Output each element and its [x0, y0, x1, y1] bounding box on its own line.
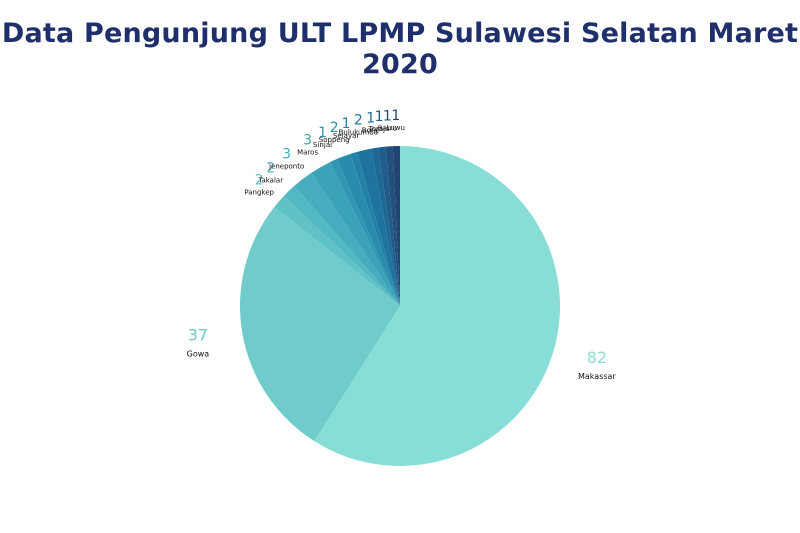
- data-label-name-pangkep: Pangkep: [244, 188, 274, 196]
- data-label-name-gowa: Gowa: [187, 350, 210, 359]
- pie-slice-gowa: [239, 207, 400, 442]
- pie-slice-jeneponto: [294, 172, 400, 306]
- data-label-value-gowa: 37: [188, 326, 208, 345]
- data-label-name-maros: Maros: [297, 149, 318, 157]
- pie-slice-soppeng: [336, 153, 400, 306]
- data-label-value-luwu: 1: [391, 108, 400, 124]
- data-label-name-bone: Bone: [362, 126, 380, 134]
- pie-slice-selayar: [350, 151, 400, 306]
- data-label-name-toraja: Toraja: [368, 125, 390, 133]
- data-label-value-toraja: 1: [375, 109, 384, 125]
- data-label-name-barru: Barru: [378, 124, 397, 132]
- pie-slices: [239, 146, 560, 466]
- pie-slice-luwu: [392, 146, 400, 306]
- pie-slice-pangkep: [274, 196, 400, 306]
- data-label-value-takalar: 2: [266, 160, 275, 176]
- data-label-value-barru: 1: [383, 108, 392, 124]
- data-label-name-luwu: Luwu: [387, 124, 405, 132]
- data-label-value-jeneponto: 3: [282, 147, 291, 163]
- pie-slice-makassar: [314, 146, 560, 466]
- data-label-value-maros: 3: [303, 133, 312, 149]
- pie-slice-bulukumba: [357, 148, 400, 306]
- data-label-value-bulukumba: 2: [354, 113, 363, 129]
- data-label-name-soppeng: Soppeng: [319, 136, 350, 144]
- pie-slice-bone: [371, 147, 400, 306]
- data-label-value-sinjai: 1: [318, 125, 327, 141]
- pie-slice-barru: [385, 146, 400, 306]
- data-label-value-soppeng: 2: [330, 120, 339, 136]
- data-label-name-takalar: Takalar: [257, 176, 283, 184]
- data-label-value-selayar: 1: [342, 116, 351, 132]
- pie-slice-takalar: [283, 186, 400, 306]
- data-label-value-makassar: 82: [587, 348, 607, 367]
- data-label-name-jeneponto: Jeneponto: [268, 163, 304, 171]
- pie-slice-sinjai: [330, 159, 400, 306]
- data-label-name-bulukumba: Bulukumba: [339, 129, 378, 137]
- data-label-value-bone: 1: [366, 110, 375, 126]
- data-label-name-selayar: Selayar: [333, 132, 359, 140]
- data-label-name-sinjai: Sinjai: [313, 141, 332, 149]
- pie-labels: 82Makassar37Gowa2Pangkep2Takalar3Jenepon…: [187, 108, 617, 381]
- data-label-name-makassar: Makassar: [578, 372, 616, 381]
- pie-slice-toraja: [378, 146, 400, 306]
- chart-title: Data Pengunjung ULT LPMP Sulawesi Selata…: [1, 18, 799, 80]
- pie-slice-maros: [311, 162, 400, 306]
- data-label-value-pangkep: 2: [255, 172, 264, 188]
